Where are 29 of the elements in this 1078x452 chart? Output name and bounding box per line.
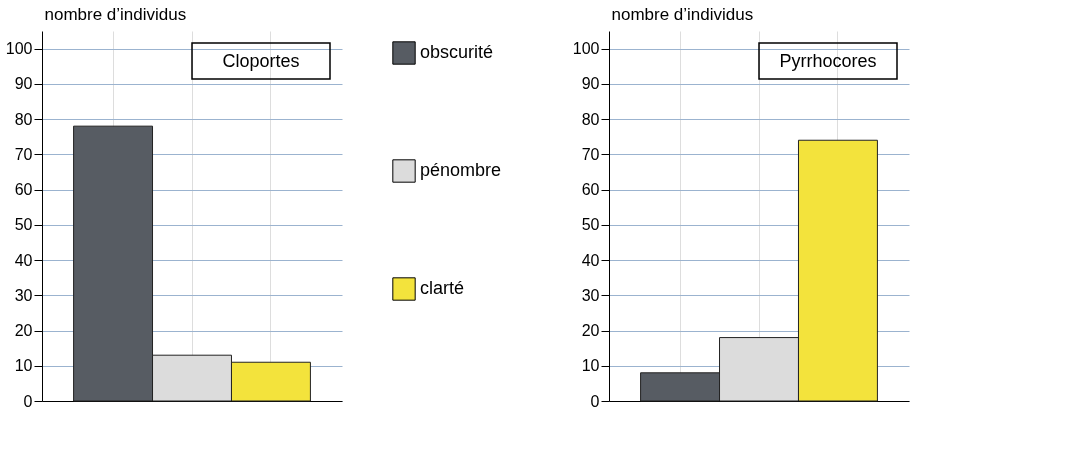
y-tick-label: 20 <box>581 322 600 340</box>
y-tick-label: 90 <box>14 75 33 93</box>
y-tick-label: 60 <box>581 181 600 199</box>
y-tick-label: 0 <box>590 392 600 410</box>
y-tick-label: 50 <box>581 216 600 234</box>
y-tick-label: 10 <box>14 357 33 375</box>
y-tick-label: 100 <box>572 40 600 58</box>
y-tick-label: 40 <box>581 251 600 269</box>
y-tick-label: 0 <box>23 392 33 410</box>
text: Pyrrhocores <box>779 51 877 71</box>
y-tick-label: 90 <box>581 75 600 93</box>
y-tick-label: 10 <box>581 357 600 375</box>
y-tick-label: 80 <box>14 110 33 128</box>
y-tick-label: 40 <box>14 251 33 269</box>
legend-label: pénombre <box>420 160 502 180</box>
y-tick-label: 100 <box>5 40 33 58</box>
y-tick-label: 20 <box>14 322 33 340</box>
y-tick-label: 30 <box>581 286 600 304</box>
y-tick-label: 80 <box>581 110 600 128</box>
y-tick-label: 70 <box>14 145 33 163</box>
y-tick-label: 30 <box>14 286 33 304</box>
y-axis-title: nombre d’individus <box>44 4 187 24</box>
y-axis-title: nombre d’individus <box>611 4 754 24</box>
legend-label: obscurité <box>420 42 494 62</box>
text: Cloportes <box>222 51 300 71</box>
y-tick-label: 60 <box>14 181 33 199</box>
legend-label: clarté <box>420 278 465 298</box>
y-tick-label: 70 <box>581 145 600 163</box>
y-tick-label: 50 <box>14 216 33 234</box>
